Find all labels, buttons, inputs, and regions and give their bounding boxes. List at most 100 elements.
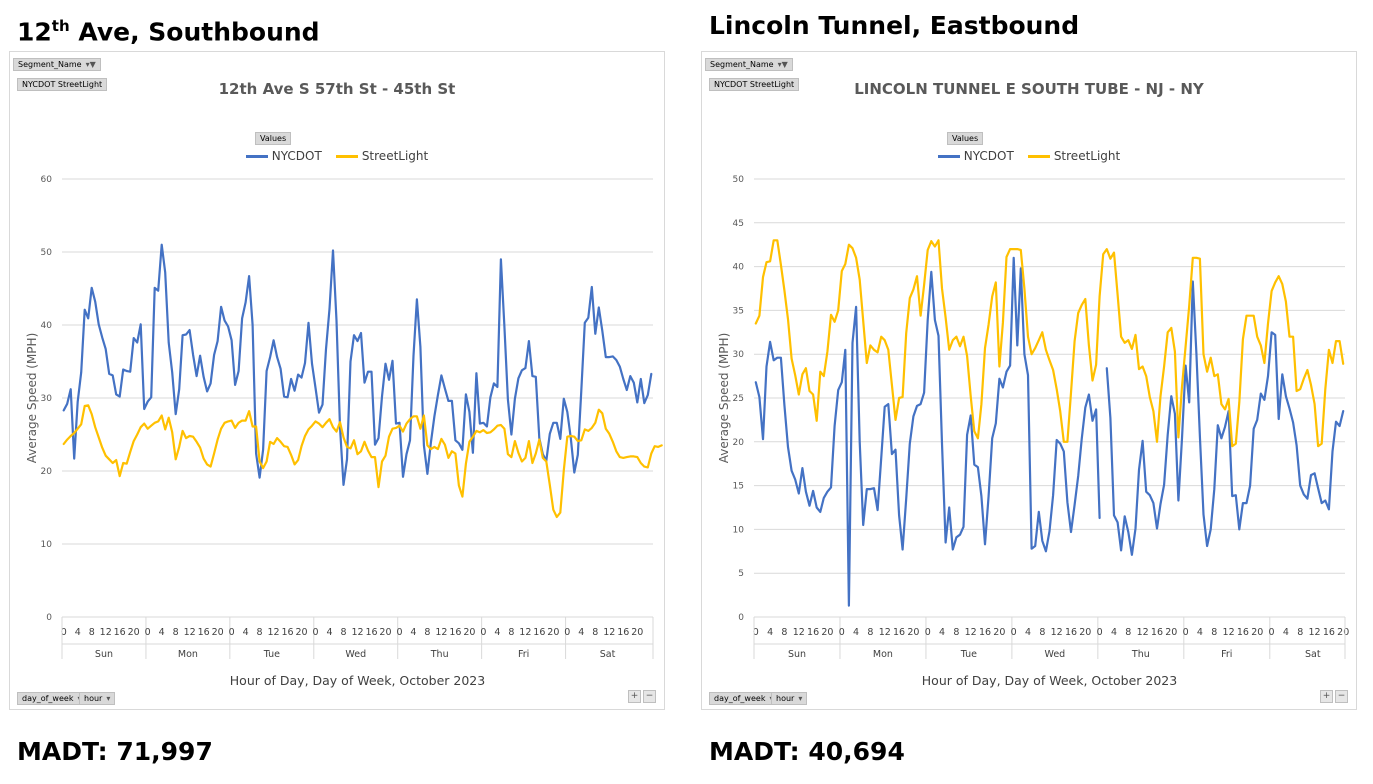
left-chart-panel: Segment_Name ▾▼ NYCDOT StreetLight 12th A…: [9, 51, 665, 710]
y-tick-label: 45: [733, 219, 744, 229]
x-tick-label: 16: [617, 627, 629, 638]
x-tick-label: 0: [753, 627, 759, 638]
x-tick-label: 20: [296, 627, 308, 638]
y-tick-label: 25: [733, 394, 744, 404]
x-tick-label: 0: [1097, 627, 1103, 638]
x-axis-label: Hour of Day, Day of Week, October 2023: [230, 673, 485, 688]
x-tick-label: 16: [449, 627, 461, 638]
day-of-week-label: day_of_week: [714, 694, 766, 703]
y-axis-label: Average Speed (MPH): [25, 333, 39, 464]
y-tick-label: 40: [41, 321, 53, 331]
zoom-controls: + −: [628, 690, 656, 703]
values-button[interactable]: Values: [947, 132, 984, 145]
legend-item-nycdot: NYCDOT: [937, 149, 1014, 163]
series-legend-button[interactable]: NYCDOT StreetLight: [17, 78, 108, 91]
x-tick-label: 12: [965, 627, 977, 638]
x-tick-label: 12: [435, 627, 447, 638]
day-label: Tue: [960, 649, 977, 660]
x-tick-label: 8: [173, 627, 179, 638]
y-tick-label: 40: [733, 263, 745, 273]
x-tick-label: 4: [1197, 627, 1203, 638]
day-label: Sat: [600, 649, 616, 660]
series-line-streetlight: [754, 239, 1345, 448]
right-madt: MADT: 40,694: [709, 737, 905, 766]
hour-axis-button[interactable]: hour ▾: [771, 692, 808, 705]
legend-swatch-nycdot: [937, 154, 960, 158]
day-label: Mon: [873, 649, 893, 660]
x-tick-label: 12: [1137, 627, 1149, 638]
y-tick-label: 20: [41, 467, 53, 477]
x-tick-label: 12: [1223, 627, 1235, 638]
legend-item-streetlight: StreetLight: [1027, 149, 1121, 163]
x-tick-label: 8: [953, 627, 959, 638]
day-label: Tue: [263, 649, 280, 660]
x-tick-label: 16: [1237, 627, 1249, 638]
x-tick-label: 8: [592, 627, 598, 638]
day-label: Mon: [178, 649, 198, 660]
chart-legend: NYCDOT StreetLight: [10, 149, 664, 163]
y-tick-label: 5: [738, 569, 744, 579]
day-label: Wed: [345, 649, 366, 660]
x-tick-label: 0: [925, 627, 931, 638]
series-legend-button[interactable]: NYCDOT StreetLight: [709, 78, 800, 91]
hour-label: hour: [84, 694, 103, 703]
day-label: Thu: [1131, 649, 1150, 660]
x-tick-label: 12: [603, 627, 615, 638]
x-tick-label: 12: [184, 627, 196, 638]
legend-label-streetlight: StreetLight: [1053, 149, 1121, 163]
segment-name-filter-button[interactable]: Segment_Name ▾▼: [13, 58, 101, 71]
series-legend-label: NYCDOT StreetLight: [22, 80, 103, 89]
day-label: Fri: [518, 649, 529, 660]
x-tick-label: 20: [128, 627, 140, 638]
x-tick-label: 20: [463, 627, 475, 638]
segment-name-label: Segment_Name: [710, 60, 774, 69]
filter-icon: ▾▼: [777, 60, 788, 69]
x-tick-label: 8: [1039, 627, 1045, 638]
x-tick-label: 8: [1211, 627, 1217, 638]
left-heading-superscript: th: [51, 17, 70, 35]
y-tick-label: 30: [41, 394, 53, 404]
x-tick-label: 4: [327, 627, 333, 638]
x-tick-label: 4: [939, 627, 945, 638]
y-tick-label: 0: [738, 613, 744, 623]
x-tick-label: 4: [1283, 627, 1289, 638]
x-tick-label: 0: [839, 627, 845, 638]
x-tick-label: 16: [198, 627, 210, 638]
y-tick-label: 10: [733, 525, 745, 535]
x-tick-label: 20: [1251, 627, 1263, 638]
x-tick-label: 16: [282, 627, 294, 638]
x-tick-label: 0: [1011, 627, 1017, 638]
x-tick-label: 12: [519, 627, 531, 638]
day-of-week-axis-button[interactable]: day_of_week▾: [709, 692, 779, 705]
x-tick-label: 0: [229, 627, 235, 638]
day-of-week-axis-button[interactable]: day_of_week▾: [17, 692, 87, 705]
series-line-streetlight: [62, 404, 663, 519]
series-line-nycdot: [754, 256, 1345, 607]
x-tick-label: 4: [1025, 627, 1031, 638]
y-tick-label: 60: [41, 175, 53, 185]
x-tick-label: 16: [979, 627, 991, 638]
x-tick-label: 0: [396, 627, 402, 638]
zoom-in-button[interactable]: +: [1320, 690, 1333, 703]
x-tick-label: 4: [410, 627, 416, 638]
values-button[interactable]: Values: [255, 132, 292, 145]
zoom-out-button[interactable]: −: [1335, 690, 1348, 703]
x-tick-label: 20: [907, 627, 919, 638]
segment-name-filter-button[interactable]: Segment_Name ▾▼: [705, 58, 793, 71]
zoom-in-button[interactable]: +: [628, 690, 641, 703]
legend-swatch-streetlight: [1027, 154, 1050, 158]
x-tick-label: 8: [89, 627, 95, 638]
x-axis-label: Hour of Day, Day of Week, October 2023: [922, 673, 1177, 688]
x-tick-label: 20: [993, 627, 1005, 638]
x-tick-label: 4: [853, 627, 859, 638]
zoom-out-button[interactable]: −: [643, 690, 656, 703]
dropdown-icon: ▾: [106, 694, 111, 703]
values-label: Values: [952, 134, 979, 143]
filter-icon: ▾▼: [85, 60, 96, 69]
day-label: Wed: [1045, 649, 1066, 660]
x-tick-label: 0: [1183, 627, 1189, 638]
hour-axis-button[interactable]: hour ▾: [79, 692, 116, 705]
x-tick-label: 16: [114, 627, 126, 638]
day-of-week-label: day_of_week: [22, 694, 74, 703]
